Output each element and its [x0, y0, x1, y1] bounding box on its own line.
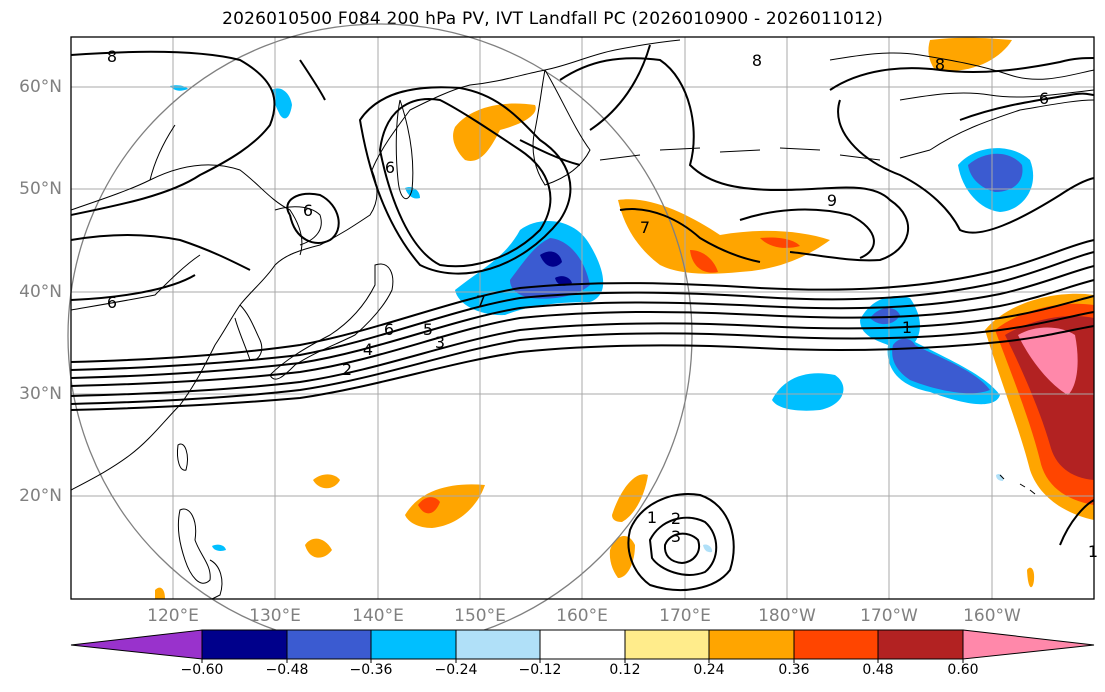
- contour-label: 1: [902, 318, 912, 337]
- contour-label: 6: [385, 158, 395, 177]
- colorbar-tick-label: −0.36: [349, 662, 393, 678]
- lat-label: 40°N: [19, 282, 62, 302]
- colorbar-tick-label: 0.36: [778, 662, 810, 678]
- colorbar-bin: [286, 629, 372, 660]
- colorbar-tick-label: 0.24: [693, 662, 725, 678]
- contour-label: 8: [935, 55, 945, 74]
- lat-label: 60°N: [19, 77, 62, 97]
- contour-label: 6: [1039, 89, 1049, 108]
- colorbar-bin: [201, 629, 288, 660]
- colorbar-tick-label: 0.12: [609, 662, 641, 678]
- contour-label: 3: [671, 527, 681, 546]
- colorbar-bin: [539, 629, 626, 660]
- lon-label: 150°E: [454, 606, 506, 626]
- colorbar: [70, 629, 1095, 663]
- lon-label: 170°E: [659, 606, 711, 626]
- colorbar-tick-label: −0.24: [434, 662, 478, 678]
- contour-label: 6: [303, 201, 313, 220]
- positive-anomaly-shading: [155, 37, 1094, 599]
- lon-label: 160°E: [556, 606, 608, 626]
- contour-label: 9: [827, 191, 837, 210]
- colorbar-bin: [370, 629, 457, 660]
- lon-label: 170°W: [860, 606, 918, 626]
- contour-label: 6: [384, 320, 394, 339]
- pv-contours: [70, 44, 1095, 591]
- contour-label: 6: [107, 293, 117, 312]
- colorbar-tick-label: −0.60: [180, 662, 224, 678]
- colorbar-under-extension: [70, 629, 203, 660]
- contour-label: 1: [647, 508, 657, 527]
- contour-label: 4: [363, 340, 373, 359]
- contour-label: 8: [107, 47, 117, 66]
- map-panel: 8 8 8 6 6 6 6 9 7 7 6 5 4 3 2 1 1 2 3 1: [67, 23, 1098, 649]
- coastlines: [70, 39, 1095, 600]
- colorbar-over-extension: [962, 629, 1095, 660]
- colorbar-bin: [624, 629, 710, 660]
- colorbar-bin: [793, 629, 879, 660]
- lon-label: 120°E: [147, 606, 199, 626]
- colorbar-tick-label: −0.48: [265, 662, 309, 678]
- graticule: [71, 37, 1094, 599]
- contour-label: 2: [671, 509, 681, 528]
- lat-label: 30°N: [19, 384, 62, 404]
- colorbar-bin: [708, 629, 795, 660]
- contour-label: 7: [640, 218, 650, 237]
- colorbar-tick-label: 0.48: [862, 662, 894, 678]
- colorbar-tick-label: 0.60: [947, 662, 979, 678]
- lon-label: 140°E: [352, 606, 404, 626]
- lon-label: 130°E: [249, 606, 301, 626]
- lat-label: 20°N: [19, 486, 62, 506]
- contour-label: 7: [476, 292, 486, 311]
- lon-label: 160°W: [963, 606, 1021, 626]
- contour-labels: 8 8 8 6 6 6 6 9 7 7 6 5 4 3 2 1 1 2 3 1: [107, 47, 1098, 561]
- contour-label: 8: [752, 51, 762, 70]
- colorbar-tick-label: −0.12: [518, 662, 562, 678]
- contour-label: 2: [342, 360, 352, 379]
- contour-label: 5: [423, 320, 433, 339]
- lon-label: 180°W: [758, 606, 816, 626]
- lat-label: 50°N: [19, 179, 62, 199]
- contour-label: 3: [435, 333, 445, 352]
- colorbar-bin: [877, 629, 964, 660]
- contour-label: 1: [1088, 542, 1098, 561]
- colorbar-bin: [455, 629, 541, 660]
